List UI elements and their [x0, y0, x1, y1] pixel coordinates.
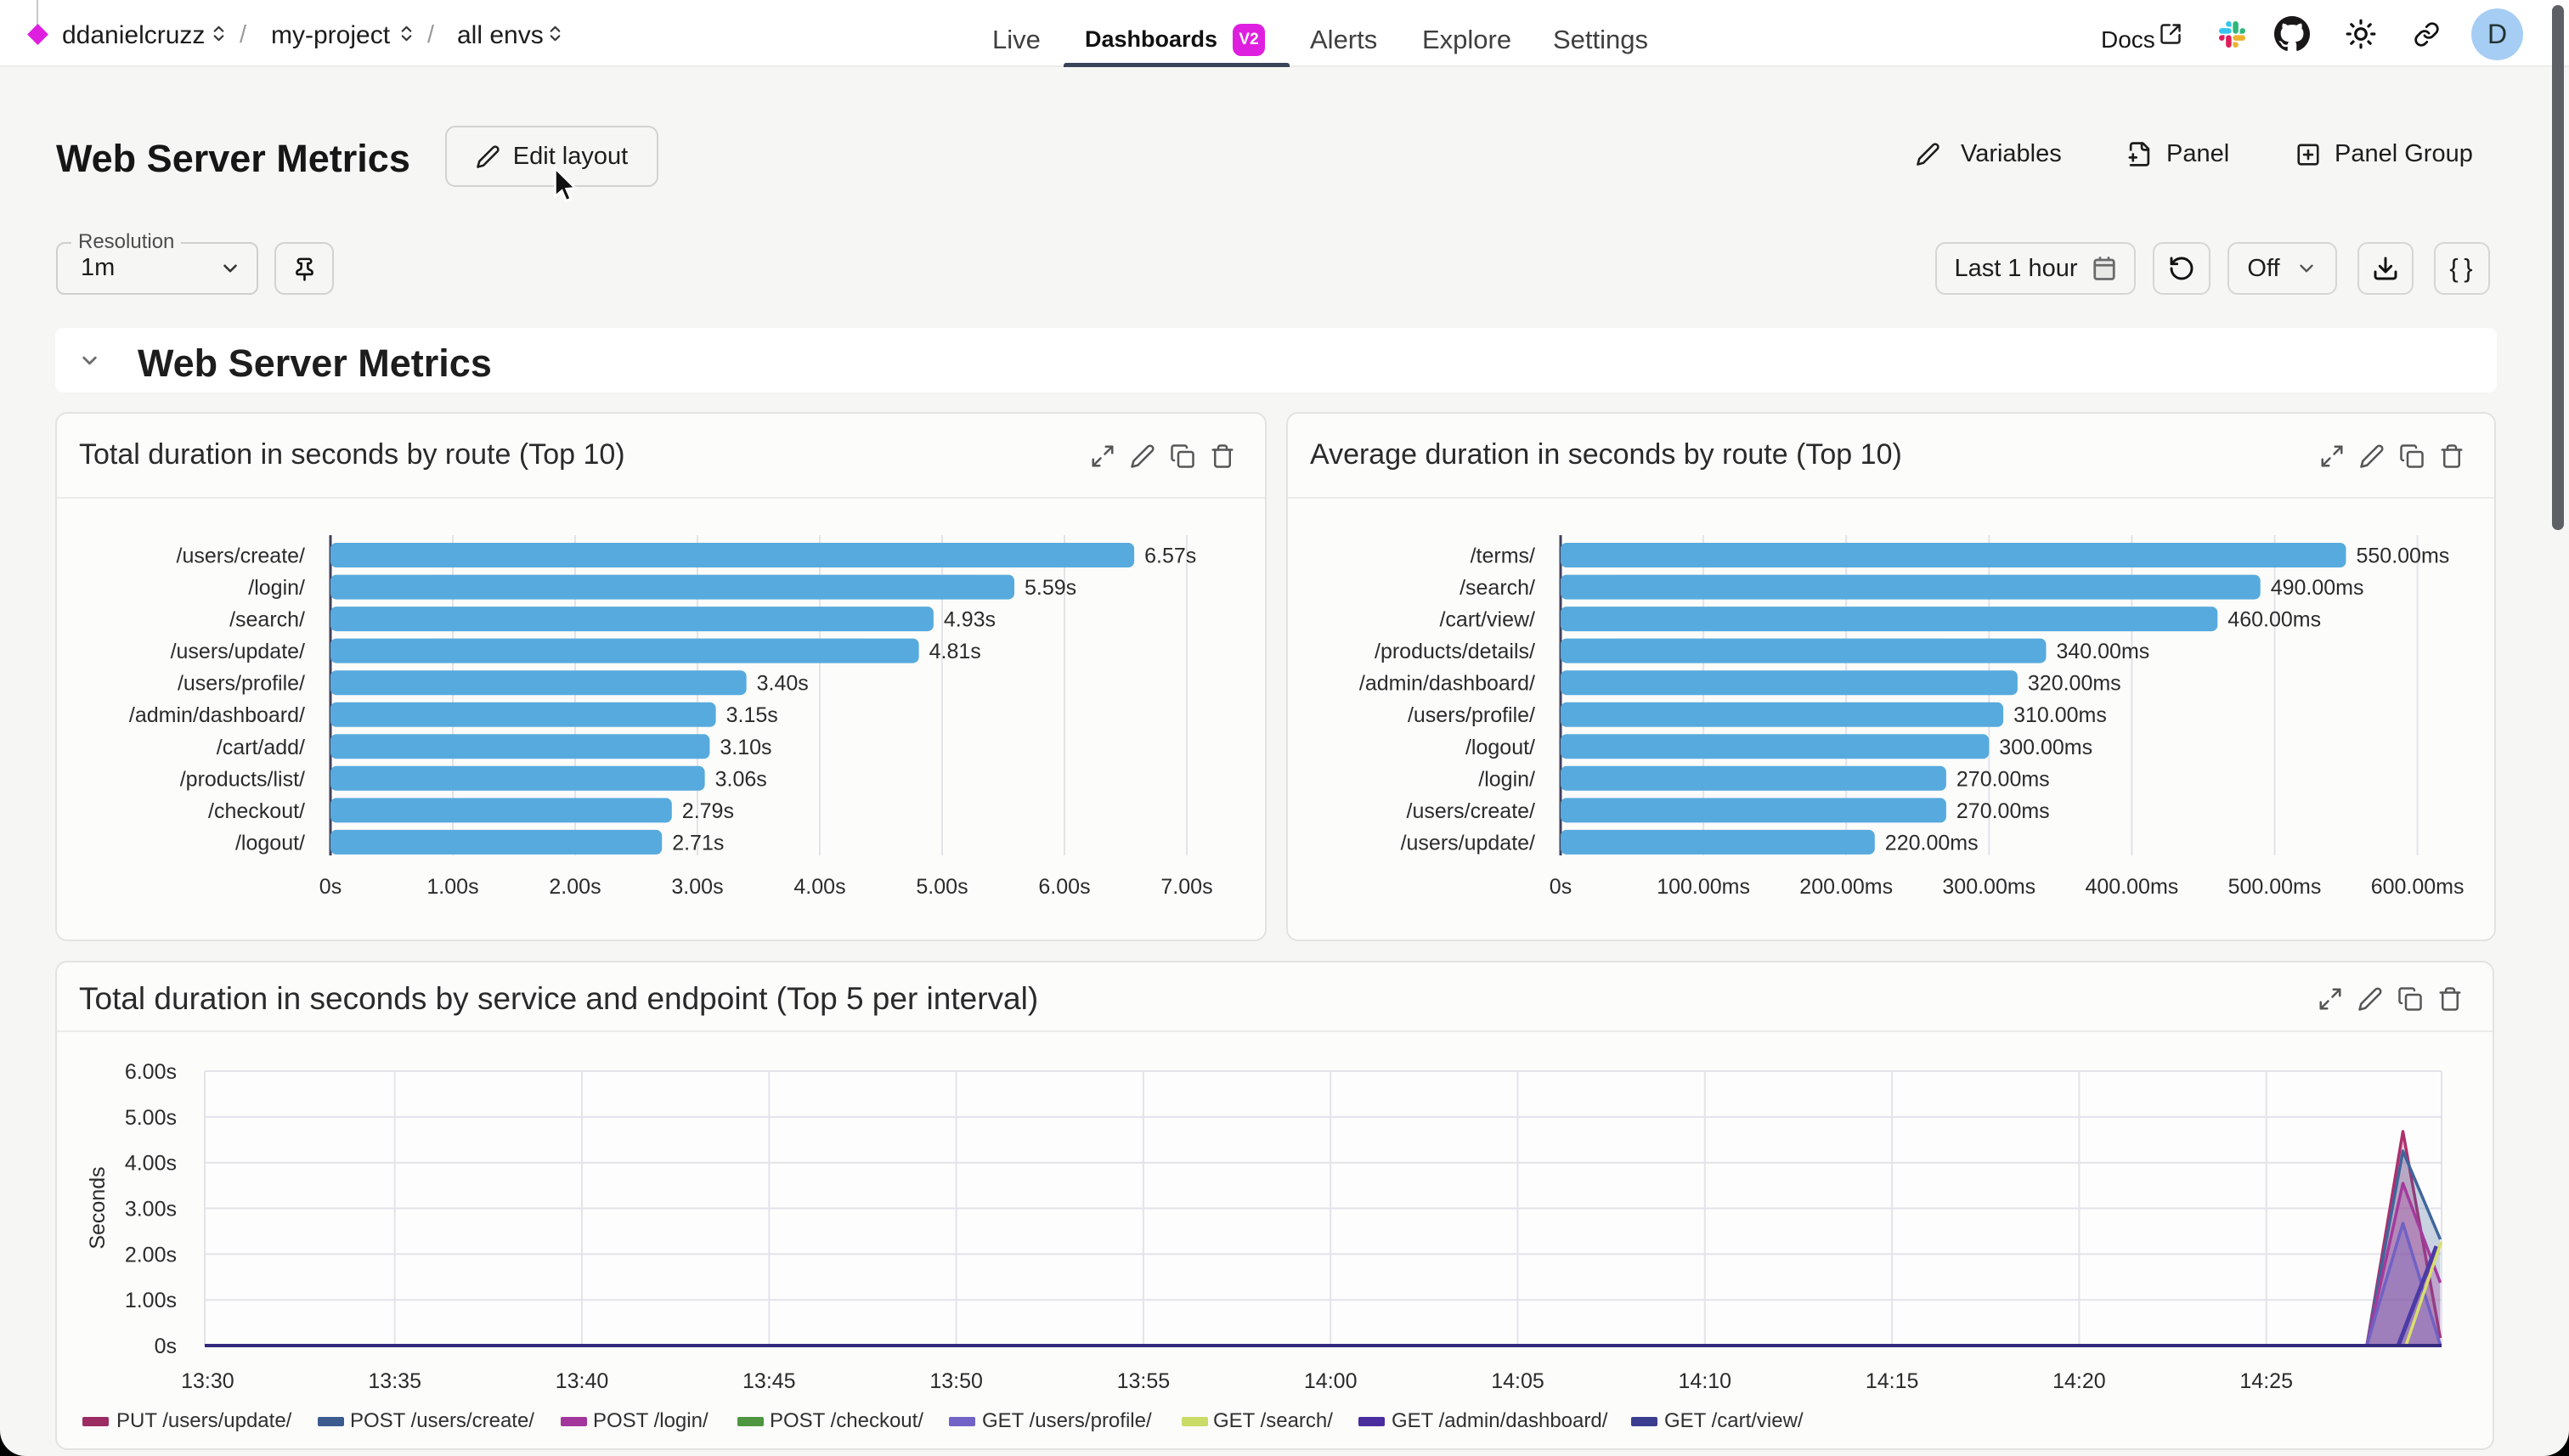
svg-text:/users/update/: /users/update/	[1401, 832, 1535, 855]
svg-text:500.00ms: 500.00ms	[2228, 875, 2322, 899]
svg-text:POST /checkout/: POST /checkout/	[770, 1409, 923, 1432]
svg-text:POST /login/: POST /login/	[593, 1409, 709, 1432]
svg-text:5.00s: 5.00s	[125, 1106, 177, 1130]
svg-text:6.00s: 6.00s	[1038, 875, 1090, 899]
svg-text:2.79s: 2.79s	[682, 799, 734, 823]
svg-text:/terms/: /terms/	[1471, 545, 1535, 568]
svg-text:/search/: /search/	[1460, 576, 1535, 600]
svg-text:POST /users/create/: POST /users/create/	[350, 1409, 534, 1432]
svg-text:0s: 0s	[1550, 875, 1572, 899]
svg-text:3.15s: 3.15s	[726, 703, 778, 727]
svg-text:600.00ms: 600.00ms	[2371, 875, 2465, 899]
svg-text:490.00ms: 490.00ms	[2271, 576, 2364, 600]
svg-text:550.00ms: 550.00ms	[2357, 545, 2450, 568]
svg-text:14:00: 14:00	[1304, 1369, 1358, 1393]
svg-text:/checkout/: /checkout/	[208, 799, 305, 823]
svg-text:/users/profile/: /users/profile/	[1408, 703, 1535, 727]
svg-text:13:55: 13:55	[1117, 1369, 1171, 1393]
svg-text:320.00ms: 320.00ms	[2028, 672, 2121, 696]
svg-text:/users/create/: /users/create/	[177, 545, 306, 568]
svg-text:14:05: 14:05	[1491, 1369, 1544, 1393]
svg-text:GET /cart/view/: GET /cart/view/	[1664, 1409, 1804, 1432]
svg-text:4.93s: 4.93s	[944, 608, 996, 632]
svg-text:GET /search/: GET /search/	[1213, 1409, 1333, 1432]
svg-text:300.00ms: 300.00ms	[1942, 875, 2035, 899]
svg-text:7.00s: 7.00s	[1160, 875, 1212, 899]
svg-text:/products/details/: /products/details/	[1375, 640, 1535, 663]
svg-text:100.00ms: 100.00ms	[1657, 875, 1750, 899]
svg-text:/admin/dashboard/: /admin/dashboard/	[129, 703, 305, 727]
svg-text:13:45: 13:45	[742, 1369, 796, 1393]
svg-text:4.00s: 4.00s	[125, 1152, 177, 1176]
svg-text:0s: 0s	[155, 1335, 177, 1358]
svg-text:13:35: 13:35	[368, 1369, 421, 1393]
svg-text:13:50: 13:50	[929, 1369, 983, 1393]
svg-text:Seconds: Seconds	[86, 1166, 110, 1249]
svg-text:2.71s: 2.71s	[672, 832, 724, 855]
svg-text:/users/profile/: /users/profile/	[178, 672, 305, 696]
svg-text:2.00s: 2.00s	[549, 875, 601, 899]
svg-text:3.00s: 3.00s	[125, 1198, 177, 1222]
svg-text:GET /admin/dashboard/: GET /admin/dashboard/	[1392, 1409, 1608, 1432]
svg-text:3.06s: 3.06s	[715, 767, 767, 791]
svg-text:220.00ms: 220.00ms	[1885, 832, 1979, 855]
svg-text:6.57s: 6.57s	[1144, 545, 1196, 568]
svg-text:310.00ms: 310.00ms	[2013, 703, 2107, 727]
svg-text:13:30: 13:30	[181, 1369, 234, 1393]
svg-text:200.00ms: 200.00ms	[1799, 875, 1893, 899]
svg-text:4.00s: 4.00s	[793, 875, 845, 899]
svg-text:/users/create/: /users/create/	[1407, 799, 1536, 823]
svg-text:/products/list/: /products/list/	[180, 767, 305, 791]
svg-text:300.00ms: 300.00ms	[1999, 736, 2092, 759]
svg-text:/admin/dashboard/: /admin/dashboard/	[1359, 672, 1535, 696]
svg-text:/search/: /search/	[229, 608, 305, 632]
svg-text:3.40s: 3.40s	[757, 672, 809, 696]
svg-text:5.59s: 5.59s	[1025, 576, 1076, 600]
svg-text:3.00s: 3.00s	[671, 875, 723, 899]
svg-text:/login/: /login/	[248, 576, 305, 600]
svg-text:13:40: 13:40	[556, 1369, 609, 1393]
svg-text:/cart/add/: /cart/add/	[217, 736, 305, 759]
svg-text:/login/: /login/	[1478, 767, 1535, 791]
svg-text:GET /users/profile/: GET /users/profile/	[982, 1409, 1152, 1432]
svg-text:/logout/: /logout/	[1465, 736, 1535, 759]
svg-text:14:25: 14:25	[2239, 1369, 2293, 1393]
svg-text:1.00s: 1.00s	[426, 875, 478, 899]
svg-text:270.00ms: 270.00ms	[1956, 799, 2050, 823]
svg-text:3.10s: 3.10s	[720, 736, 771, 759]
svg-text:1.00s: 1.00s	[125, 1289, 177, 1312]
svg-text:14:20: 14:20	[2052, 1369, 2106, 1393]
svg-text:/users/update/: /users/update/	[171, 640, 305, 663]
svg-text:/cart/view/: /cart/view/	[1439, 608, 1535, 632]
svg-text:/logout/: /logout/	[235, 832, 305, 855]
svg-text:2.00s: 2.00s	[125, 1243, 177, 1267]
svg-text:6.00s: 6.00s	[125, 1060, 177, 1084]
svg-text:PUT /users/update/: PUT /users/update/	[116, 1409, 292, 1432]
svg-text:5.00s: 5.00s	[916, 875, 968, 899]
svg-text:14:10: 14:10	[1679, 1369, 1732, 1393]
svg-text:0s: 0s	[319, 875, 342, 899]
svg-text:460.00ms: 460.00ms	[2227, 608, 2321, 632]
svg-text:270.00ms: 270.00ms	[1956, 767, 2050, 791]
svg-text:14:15: 14:15	[1866, 1369, 1919, 1393]
svg-text:340.00ms: 340.00ms	[2057, 640, 2150, 663]
svg-text:400.00ms: 400.00ms	[2086, 875, 2179, 899]
svg-text:4.81s: 4.81s	[929, 640, 981, 663]
